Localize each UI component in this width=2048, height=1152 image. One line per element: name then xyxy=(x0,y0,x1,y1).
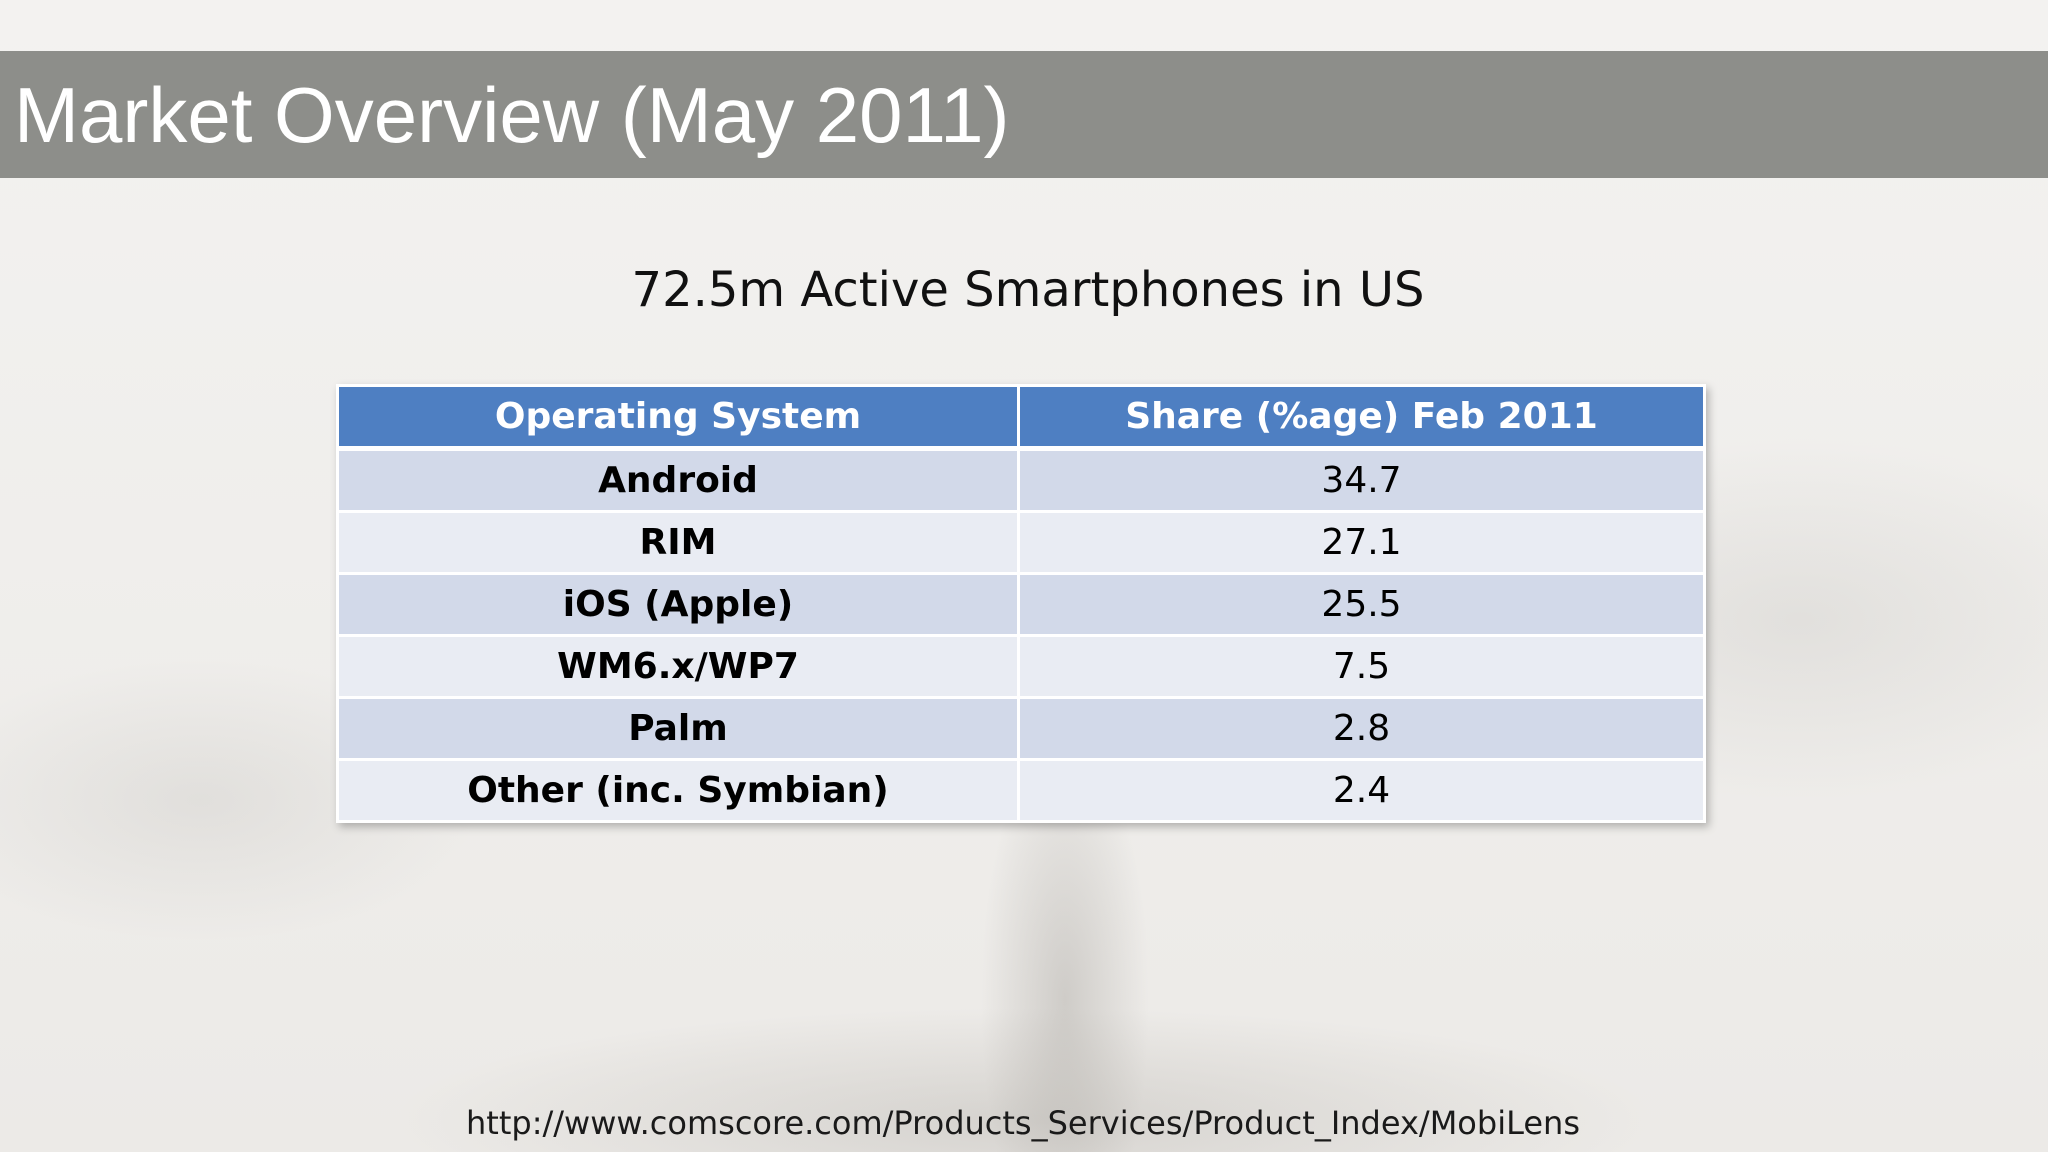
slide-title: Market Overview (May 2011) xyxy=(14,71,1010,159)
table-row: Other (inc. Symbian) 2.4 xyxy=(336,758,1706,823)
title-bar xyxy=(0,51,2048,178)
market-share-table: Operating System Share (%age) Feb 2011 A… xyxy=(336,384,1706,823)
table-row: WM6.x/WP7 7.5 xyxy=(336,634,1706,699)
os-name-cell: Other (inc. Symbian) xyxy=(336,758,1020,823)
share-value-cell: 2.4 xyxy=(1017,758,1706,823)
table-row: Android 34.7 xyxy=(336,447,1706,513)
os-name-cell: WM6.x/WP7 xyxy=(336,634,1020,699)
share-value-cell: 7.5 xyxy=(1017,634,1706,699)
column-header-share: Share (%age) Feb 2011 xyxy=(1017,384,1706,451)
share-value-cell: 27.1 xyxy=(1017,510,1706,575)
column-header-os: Operating System xyxy=(336,384,1020,451)
table-header-row: Operating System Share (%age) Feb 2011 xyxy=(336,384,1706,451)
source-url: http://www.comscore.com/Products_Service… xyxy=(0,1104,2048,1142)
source-url-text: http://www.comscore.com/Products_Service… xyxy=(466,1104,1580,1142)
os-name-cell: Android xyxy=(336,447,1020,513)
slide-subtitle: 72.5m Active Smartphones in US xyxy=(631,262,1425,318)
os-name-cell: Palm xyxy=(336,696,1020,761)
table-row: iOS (Apple) 25.5 xyxy=(336,572,1706,637)
share-value-cell: 34.7 xyxy=(1017,447,1706,513)
os-name-cell: RIM xyxy=(336,510,1020,575)
share-value-cell: 2.8 xyxy=(1017,696,1706,761)
os-name-cell: iOS (Apple) xyxy=(336,572,1020,637)
table-row: Palm 2.8 xyxy=(336,696,1706,761)
table-row: RIM 27.1 xyxy=(336,510,1706,575)
share-value-cell: 25.5 xyxy=(1017,572,1706,637)
